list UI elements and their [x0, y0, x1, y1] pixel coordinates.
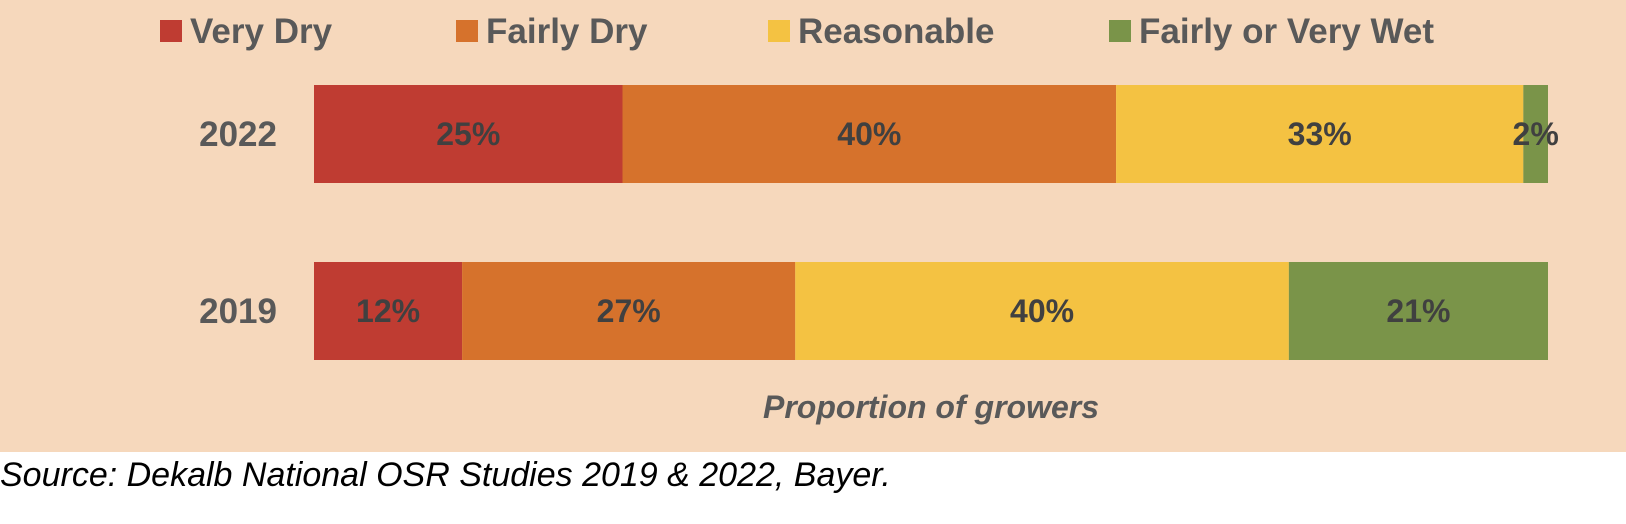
legend-label: Reasonable: [798, 12, 994, 51]
legend-item: Fairly Dry: [456, 12, 648, 51]
x-axis-title: Proportion of growers: [763, 389, 1099, 425]
legend: Very Dry Fairly Dry Reasonable Fairly or Ve…: [160, 12, 1434, 51]
bar-segment: [314, 85, 623, 183]
legend-item: Very Dry: [160, 12, 333, 51]
legend-item: Reasonable: [768, 12, 994, 51]
data-label: 21%: [1386, 293, 1450, 329]
category-label: 2022: [199, 115, 277, 154]
legend-swatch: [1109, 20, 1131, 42]
category-label: 2019: [199, 292, 277, 331]
legend-label: Fairly or Very Wet: [1139, 12, 1434, 51]
legend-swatch: [768, 20, 790, 42]
chart-area: Very Dry Fairly Dry Reasonable Fairly or Ve…: [0, 0, 1626, 452]
bar-segment: [314, 262, 463, 360]
bar-segment: [622, 85, 1117, 183]
stacked-bar-chart: Very Dry Fairly Dry Reasonable Fairly or Ve…: [160, 12, 1559, 425]
legend-swatch: [160, 20, 182, 42]
data-label: 25%: [436, 116, 500, 152]
data-label: 40%: [837, 116, 901, 152]
bar-segment: [1116, 85, 1524, 183]
data-label: 12%: [356, 293, 420, 329]
legend-item: Fairly or Very Wet: [1109, 12, 1434, 51]
source-note: Source: Dekalb National OSR Studies 2019…: [0, 456, 891, 494]
legend-label: Fairly Dry: [486, 12, 648, 51]
bar-segment: [1288, 262, 1548, 360]
bar-segment: [462, 262, 796, 360]
data-label: 27%: [597, 293, 661, 329]
data-label: 33%: [1288, 116, 1352, 152]
legend-label: Very Dry: [190, 12, 333, 51]
legend-swatch: [456, 20, 478, 42]
data-label: 40%: [1010, 293, 1074, 329]
data-label: 2%: [1513, 116, 1559, 152]
bar-segment: [795, 262, 1289, 360]
bar-segment: [1523, 85, 1548, 183]
